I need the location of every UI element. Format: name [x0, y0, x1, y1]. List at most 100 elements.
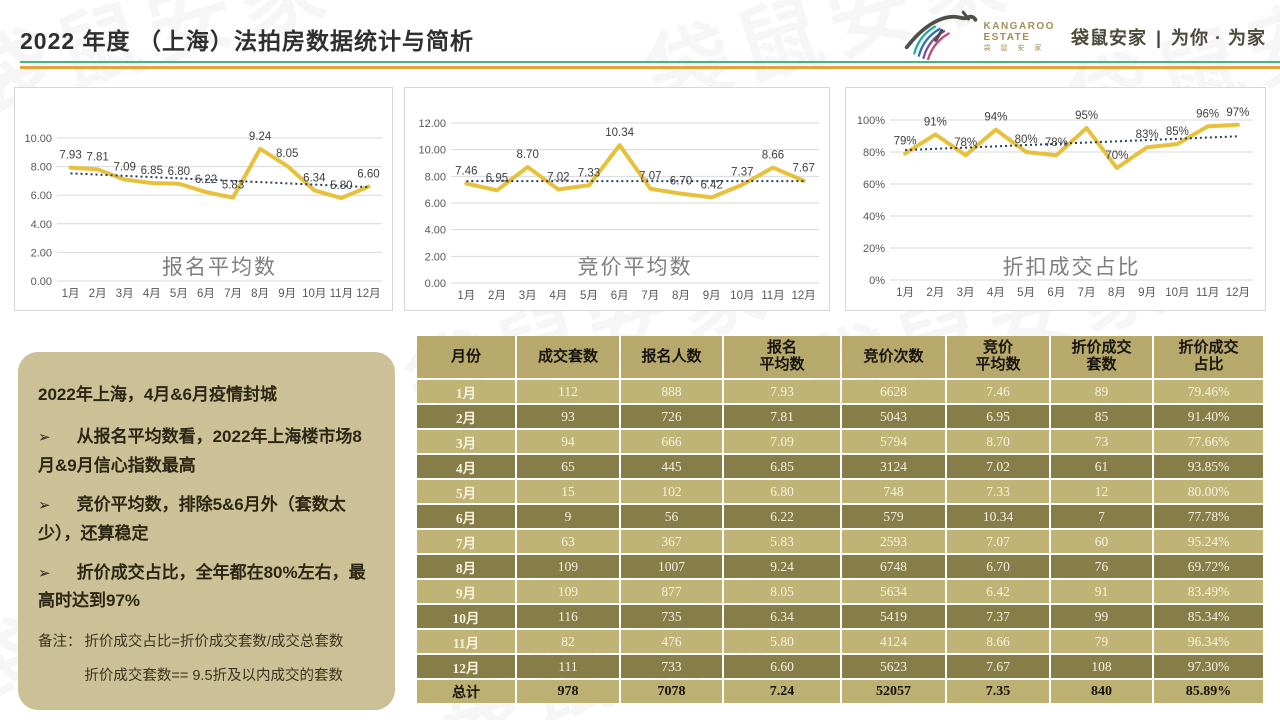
data-point-label: 6.85	[141, 165, 163, 177]
x-tick-label: 11月	[761, 290, 784, 302]
month-cell: 6月	[417, 505, 515, 528]
value-cell: 97.30%	[1154, 655, 1263, 678]
month-cell: 9月	[417, 580, 515, 603]
value-cell: 79.46%	[1154, 380, 1263, 403]
data-point-label: 6.42	[700, 179, 722, 191]
chart-title: 折扣成交占比	[1003, 256, 1141, 279]
month-cell: 4月	[417, 455, 515, 478]
y-tick-label: 0.00	[425, 278, 446, 290]
bullet-arrow-icon: ➢	[38, 496, 51, 514]
y-tick-label: 4.00	[425, 225, 446, 237]
x-tick-label: 3月	[519, 290, 537, 302]
table-row: 11月 82 476 5.80 4124 8.66 79 96.34%	[417, 630, 1263, 653]
note-label: 备注：	[38, 634, 82, 651]
brand-logo: KANGAROO ESTATE 袋 鼠 安 家 袋鼠安家 | 为你 · 为家	[896, 4, 1267, 60]
value-cell: 85.34%	[1154, 605, 1263, 628]
insight-bullet: ➢ 从报名平均数看，2022年上海楼市场8月&9月信心指数最高	[38, 423, 375, 481]
value-cell: 4124	[842, 630, 945, 653]
value-cell: 7.02	[947, 455, 1049, 478]
value-cell: 6.34	[724, 605, 840, 628]
value-cell: 877	[621, 580, 722, 603]
value-cell: 7.93	[724, 380, 840, 403]
data-point-label: 7.02	[547, 171, 569, 183]
value-cell: 12	[1051, 480, 1152, 503]
line-chart-svg: 0.00 2.00 4.00 6.00 8.00 10.00 12.00 1月 2月 3月 4月 5月…	[418, 118, 819, 302]
data-point-label: 7.07	[639, 171, 661, 183]
x-tick-label: 9月	[278, 288, 296, 300]
x-tick-label: 1月	[896, 287, 914, 299]
data-point-label: 8.66	[762, 150, 784, 162]
value-cell: 7.24	[724, 680, 840, 703]
value-cell: 7.33	[947, 480, 1049, 503]
value-cell: 7.35	[947, 680, 1049, 703]
x-tick-label: 1月	[457, 290, 475, 302]
data-point-label: 96%	[1196, 108, 1219, 120]
tagline-brand: 袋鼠安家	[1070, 28, 1147, 48]
value-cell: 5.83	[724, 530, 840, 553]
x-tick-label: 3月	[116, 288, 134, 300]
column-header: 报名 平均数	[724, 336, 840, 378]
y-tick-label: 0.00	[31, 276, 52, 288]
tagline-divider: |	[1155, 28, 1162, 48]
value-cell: 102	[621, 480, 722, 503]
data-table: 月份 成交套数 报名人数 报名 平均数 竞价次数 竞价 平均数 折价成交 套数 折价成交 占比…	[415, 334, 1265, 705]
chart-registration-average: 0.00 2.00 4.00 6.00 8.00 10.00 1月 2月 3月 4月 5月 6月 7月 8…	[14, 87, 393, 311]
data-point-label: 7.37	[731, 167, 753, 179]
divider-green	[20, 61, 1280, 63]
value-cell: 6628	[842, 380, 945, 403]
value-cell: 7.37	[947, 605, 1049, 628]
y-tick-label: 2.00	[425, 251, 446, 263]
value-cell: 108	[1051, 655, 1152, 678]
bullet-arrow-icon: ➢	[38, 564, 51, 582]
data-point-label: 7.33	[578, 167, 600, 179]
line-chart-svg: 0.00 2.00 4.00 6.00 8.00 10.00 1月 2月 3月 4月 5月 6月 7月 8…	[24, 131, 382, 300]
value-cell: 6.70	[947, 555, 1049, 578]
value-cell: 91.40%	[1154, 405, 1263, 428]
x-tick-label: 11月	[1196, 287, 1219, 299]
note-text: 折价成交套数== 9.5折及以内成交的套数	[84, 668, 344, 685]
month-cell: 7月	[417, 530, 515, 553]
value-cell: 80.00%	[1154, 480, 1263, 503]
y-tick-label: 10.00	[24, 133, 52, 145]
value-cell: 6.95	[947, 405, 1049, 428]
value-cell: 6.22	[724, 505, 840, 528]
value-cell: 116	[517, 605, 619, 628]
value-cell: 5419	[842, 605, 945, 628]
month-cell: 5月	[417, 480, 515, 503]
value-cell: 15	[517, 480, 619, 503]
value-cell: 888	[621, 380, 722, 403]
value-cell: 9	[517, 505, 619, 528]
month-cell: 11月	[417, 630, 515, 653]
y-tick-label: 40%	[863, 211, 885, 223]
data-point-label: 78%	[954, 137, 977, 149]
value-cell: 748	[842, 480, 945, 503]
x-tick-label: 3月	[957, 287, 975, 299]
data-series-line	[903, 122, 1240, 170]
tagline-text: 为你 · 为家	[1171, 28, 1266, 48]
value-cell: 69.72%	[1154, 555, 1263, 578]
x-tick-label: 8月	[251, 288, 269, 300]
value-cell: 77.78%	[1154, 505, 1263, 528]
value-cell: 733	[621, 655, 722, 678]
data-point-label: 6.80	[168, 166, 190, 178]
value-cell: 6.60	[724, 655, 840, 678]
x-tick-label: 12月	[1226, 287, 1250, 299]
value-cell: 978	[517, 680, 619, 703]
x-tick-label: 7月	[1078, 287, 1096, 299]
value-cell: 61	[1051, 455, 1152, 478]
x-tick-label: 9月	[1138, 287, 1156, 299]
note-label-spacer	[38, 664, 84, 685]
table-row: 9月 109 877 8.05 5634 6.42 91 83.49%	[417, 580, 1263, 603]
x-tick-label: 4月	[987, 287, 1005, 299]
divider-orange	[20, 66, 1280, 69]
value-cell: 109	[517, 555, 619, 578]
line-chart-svg: 0% 20% 40% 60% 80% 100% 1月 2月 3月 4月 5月 6月 7月 8月 9月 10月 1…	[857, 107, 1253, 299]
insight-bullet-text: 折价成交占比，全年都在80%左右，最高时达到97%	[38, 562, 366, 611]
value-cell: 5043	[842, 405, 945, 428]
data-series-line	[68, 146, 371, 201]
value-cell: 7.67	[947, 655, 1049, 678]
x-tick-label: 9月	[703, 290, 721, 302]
value-cell: 7.09	[724, 430, 840, 453]
value-cell: 726	[621, 405, 722, 428]
